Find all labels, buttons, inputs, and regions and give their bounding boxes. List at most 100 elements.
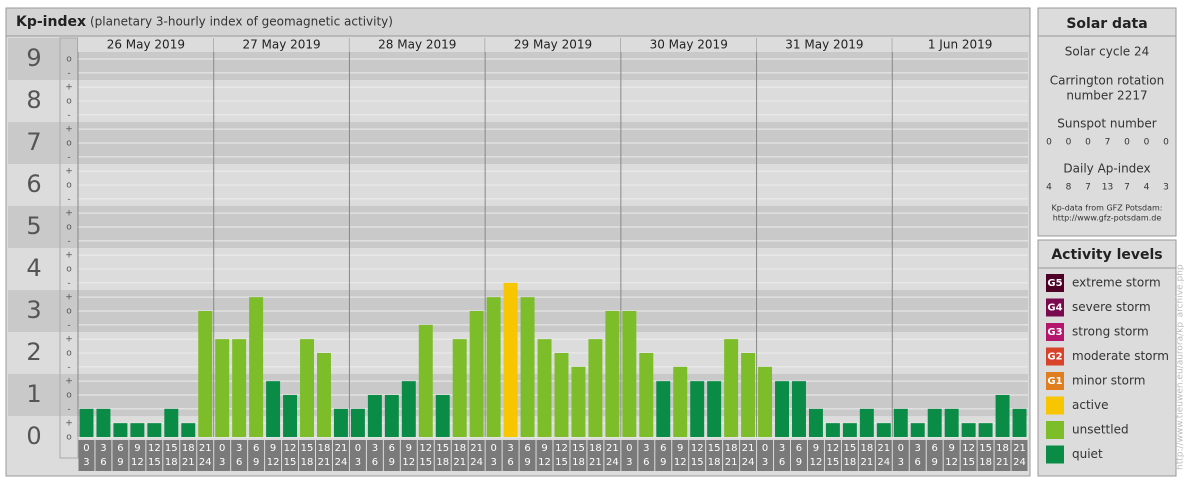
solar-title: Solar data [1066, 16, 1147, 32]
x-tick-label: 9 [134, 443, 140, 454]
y-subtick-label: + [65, 251, 73, 261]
x-tick-label: 12 [674, 457, 687, 468]
y-subtick-label: + [65, 83, 73, 93]
legend-label: unsettled [1072, 423, 1129, 437]
ap-value: 7 [1085, 183, 1091, 193]
bar [164, 409, 178, 437]
x-tick-label: 12 [148, 443, 161, 454]
bar [928, 409, 942, 437]
x-tick-label: 3 [83, 457, 89, 468]
y-subtick-label: o [66, 349, 72, 359]
bar [741, 353, 755, 437]
x-tick-label: 21 [725, 457, 738, 468]
y-tick-label: 9 [26, 44, 41, 72]
bar [436, 395, 450, 437]
bar [113, 423, 127, 437]
y-subtick-label: + [65, 209, 73, 219]
y-subtick-label: - [67, 152, 70, 162]
x-tick-label: 9 [932, 457, 938, 468]
legend-badge: G4 [1047, 303, 1062, 314]
y-subtick-label: o [66, 139, 72, 149]
day-label: 30 May 2019 [650, 38, 728, 52]
x-tick-label: 21 [335, 443, 348, 454]
sunspot-value: 0 [1124, 138, 1130, 148]
x-tick-label: 6 [389, 443, 395, 454]
x-tick-label: 15 [827, 457, 840, 468]
solar-cycle: Solar cycle 24 [1065, 45, 1150, 59]
x-tick-label: 12 [284, 443, 297, 454]
x-tick-label: 18 [436, 457, 449, 468]
bar [181, 423, 195, 437]
day-label: 27 May 2019 [242, 38, 320, 52]
x-tick-label: 9 [270, 443, 276, 454]
bar [826, 423, 840, 437]
x-tick-label: 24 [877, 457, 890, 468]
watermark: http://www.tieuwen.eu/aurora/kp_archive.… [1176, 264, 1184, 470]
x-tick-label: 12 [962, 443, 975, 454]
x-tick-label: 12 [555, 443, 568, 454]
y-subtick-label: o [66, 97, 72, 107]
legend-badge: G3 [1047, 327, 1062, 338]
y-subtick-label: - [67, 194, 70, 204]
credit: Kp-data from GFZ Potsdam: [1052, 204, 1163, 213]
x-tick-label: 12 [810, 457, 823, 468]
x-tick-label: 15 [555, 457, 568, 468]
sunspot-value: 0 [1046, 138, 1052, 148]
legend-label: moderate storm [1072, 349, 1169, 363]
x-tick-label: 15 [691, 457, 704, 468]
bar [317, 353, 331, 437]
bar [80, 409, 94, 437]
y-subtick-label: - [67, 362, 70, 372]
x-tick-label: 6 [372, 457, 378, 468]
x-tick-label: 21 [318, 457, 331, 468]
legend-badge: G1 [1047, 376, 1062, 387]
y-subtick-label: o [66, 55, 72, 65]
x-tick-label: 3 [372, 443, 378, 454]
x-tick-label: 18 [844, 457, 857, 468]
x-tick-label: 6 [117, 443, 123, 454]
x-tick-label: 9 [524, 457, 530, 468]
y-subtick-label: + [65, 125, 73, 135]
bar [249, 297, 263, 437]
x-tick-label: 3 [507, 443, 513, 454]
ap-value: 4 [1144, 183, 1150, 193]
x-tick-label: 15 [436, 443, 449, 454]
ap-label: Daily Ap-index [1063, 162, 1150, 176]
x-tick-label: 6 [236, 457, 242, 468]
sunspot-value: 7 [1105, 138, 1111, 148]
bar [690, 381, 704, 437]
y-subtick-label: o [66, 307, 72, 317]
day-label: 26 May 2019 [107, 38, 185, 52]
x-tick-label: 18 [725, 443, 738, 454]
bar [775, 381, 789, 437]
x-tick-label: 15 [165, 443, 178, 454]
bar [656, 381, 670, 437]
x-tick-label: 24 [335, 457, 348, 468]
x-tick-label: 12 [402, 457, 415, 468]
x-tick-label: 18 [708, 457, 721, 468]
legend-label: quiet [1072, 447, 1103, 461]
y-subtick-label: - [67, 236, 70, 246]
y-subtick-label: + [65, 419, 73, 429]
bar [758, 367, 772, 437]
bar [809, 409, 823, 437]
x-tick-label: 3 [915, 443, 921, 454]
day-label: 29 May 2019 [514, 38, 592, 52]
sunspot-value: 0 [1066, 138, 1072, 148]
bar [1013, 409, 1027, 437]
x-tick-label: 15 [844, 443, 857, 454]
x-tick-label: 24 [742, 457, 755, 468]
chart-title: Kp-index [16, 14, 86, 30]
legend-swatch [1046, 446, 1064, 464]
x-tick-label: 18 [182, 443, 195, 454]
x-tick-label: 21 [182, 457, 195, 468]
day-label: 1 Jun 2019 [928, 38, 993, 52]
x-tick-label: 3 [643, 443, 649, 454]
bar [996, 395, 1010, 437]
ap-value: 3 [1163, 183, 1169, 193]
y-subtick-label: - [67, 68, 70, 78]
x-tick-label: 15 [148, 457, 161, 468]
bar [232, 339, 246, 437]
x-tick-label: 3 [626, 457, 632, 468]
y-subtick-label: o [66, 181, 72, 191]
